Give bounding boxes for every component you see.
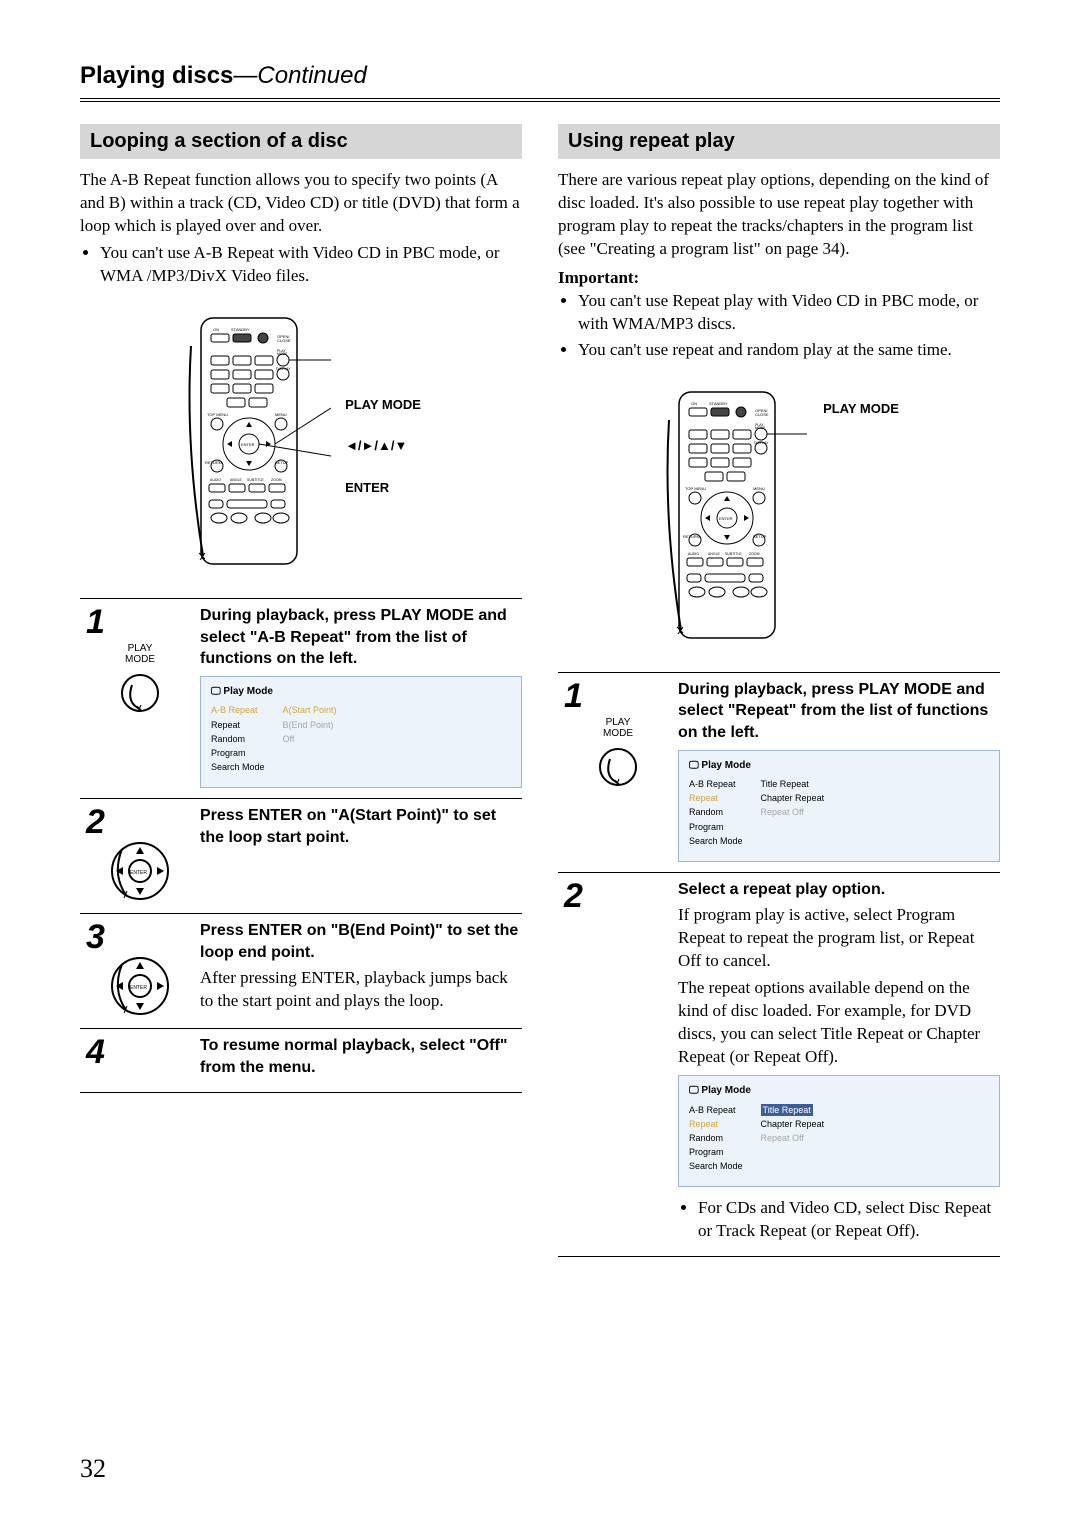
playmode-icon-label: PLAYMODE <box>125 643 155 665</box>
menu-item: Title Repeat <box>761 778 825 790</box>
menu-item: A-B Repeat <box>689 1104 743 1116</box>
label-arrows: ◄/►/▲/▼ <box>345 437 421 455</box>
menu-box-1: 🖵 Play Mode A-B Repeat Repeat Random Pro… <box>200 676 522 788</box>
menu-item: Random <box>689 1132 743 1144</box>
right-step-1-heading: During playback, press PLAY MODE and sel… <box>678 679 1000 744</box>
right-step-2: 2 Select a repeat play option. If progra… <box>558 879 1000 1246</box>
remote-diagram-right: PLAY MODE <box>558 390 1000 650</box>
divider <box>80 1092 522 1093</box>
divider <box>558 1256 1000 1257</box>
enter-button-icon <box>108 954 172 1018</box>
menu-item: Search Mode <box>689 1160 743 1172</box>
right-step-2-foot-bullet: For CDs and Video CD, select Disc Repeat… <box>698 1197 1000 1243</box>
page-title-cont: —Continued <box>233 62 366 89</box>
left-step-1: 1 PLAYMODE During playback, press PLAY M… <box>80 605 522 788</box>
menu-title: Play Mode <box>223 686 272 697</box>
label-playmode: PLAY MODE <box>823 400 899 418</box>
left-step-3-heading: Press ENTER on "B(End Point)" to set the… <box>200 920 522 963</box>
menu-item: Title Repeat <box>761 1104 813 1116</box>
menu-item: Program <box>211 747 265 759</box>
menu-item: B(End Point) <box>283 719 337 731</box>
menu-item: Off <box>283 733 337 745</box>
divider <box>80 798 522 799</box>
menu-item: Chapter Repeat <box>761 1118 825 1130</box>
divider <box>80 598 522 599</box>
menu-title: Play Mode <box>701 760 750 771</box>
menu-title-icon: 🖵 <box>689 1085 701 1096</box>
page-title: Playing discs—Continued <box>80 60 1000 102</box>
left-step-3-body: After pressing ENTER, playback jumps bac… <box>200 967 522 1013</box>
menu-item: Search Mode <box>211 761 265 773</box>
playmode-button-icon <box>590 739 646 795</box>
playmode-button-icon <box>112 665 168 721</box>
menu-item: Search Mode <box>689 835 743 847</box>
remote-diagram-left: PLAY MODE ◄/►/▲/▼ ENTER <box>80 316 522 576</box>
menu-item: A-B Repeat <box>689 778 743 790</box>
remote-labels: PLAY MODE ◄/►/▲/▼ ENTER <box>345 372 421 521</box>
step-number: 2 <box>564 879 583 913</box>
divider <box>558 672 1000 673</box>
divider <box>80 913 522 914</box>
right-bullet-2: You can't use repeat and random play at … <box>578 339 1000 362</box>
section-heading-repeat: Using repeat play <box>558 124 1000 159</box>
menu-item: Random <box>689 806 743 818</box>
menu-item: Repeat Off <box>761 1132 825 1144</box>
step-number: 1 <box>564 679 583 713</box>
step-number: 1 <box>86 605 105 639</box>
step-number: 4 <box>86 1035 105 1069</box>
menu-box-3: 🖵 Play Mode A-B Repeat Repeat Random Pro… <box>678 1075 1000 1187</box>
left-step-2-heading: Press ENTER on "A(Start Point)" to set t… <box>200 805 522 848</box>
menu-item: Repeat <box>689 1118 743 1130</box>
important-label: Important: <box>558 268 639 287</box>
menu-item: Program <box>689 821 743 833</box>
step-number: 3 <box>86 920 105 954</box>
divider <box>80 1028 522 1029</box>
menu-item: Repeat <box>689 792 743 804</box>
left-bullet-1: You can't use A-B Repeat with Video CD i… <box>100 242 522 288</box>
step-number: 2 <box>86 805 105 839</box>
menu-title: Play Mode <box>701 1085 750 1096</box>
left-step-3: 3 Press ENTER on "B(End Point)" to set t… <box>80 920 522 1018</box>
right-step-2-body1: If program play is active, select Progra… <box>678 904 1000 973</box>
menu-item: Chapter Repeat <box>761 792 825 804</box>
right-step-2-body2: The repeat options available depend on t… <box>678 977 1000 1069</box>
right-column: Using repeat play There are various repe… <box>558 124 1000 1263</box>
label-enter: ENTER <box>345 479 421 497</box>
menu-box-2: 🖵 Play Mode A-B Repeat Repeat Random Pro… <box>678 750 1000 862</box>
right-step-1: 1 PLAYMODE During playback, press PLAY M… <box>558 679 1000 862</box>
menu-item: A(Start Point) <box>283 704 337 716</box>
right-intro: There are various repeat play options, d… <box>558 169 1000 261</box>
menu-title-icon: 🖵 <box>689 760 701 771</box>
menu-item: A-B Repeat <box>211 704 265 716</box>
page-number: 32 <box>80 1451 106 1486</box>
menu-title-icon: 🖵 <box>211 686 223 697</box>
left-column: Looping a section of a disc The A-B Repe… <box>80 124 522 1263</box>
right-bullet-1: You can't use Repeat play with Video CD … <box>578 290 1000 336</box>
menu-item: Program <box>689 1146 743 1158</box>
left-step-2: 2 Press ENTER on "A(Start Point)" to set… <box>80 805 522 903</box>
label-playmode: PLAY MODE <box>345 396 421 414</box>
remote-icon <box>659 390 809 650</box>
remote-icon <box>181 316 331 576</box>
menu-item: Repeat Off <box>761 806 825 818</box>
left-intro: The A-B Repeat function allows you to sp… <box>80 169 522 238</box>
left-step-4-heading: To resume normal playback, select "Off" … <box>200 1035 522 1078</box>
page-title-main: Playing discs <box>80 62 233 89</box>
left-step-1-heading: During playback, press PLAY MODE and sel… <box>200 605 522 670</box>
menu-item: Repeat <box>211 719 265 731</box>
menu-item: Random <box>211 733 265 745</box>
enter-button-icon <box>108 839 172 903</box>
divider <box>558 872 1000 873</box>
playmode-icon-label: PLAYMODE <box>603 717 633 739</box>
left-step-4: 4 To resume normal playback, select "Off… <box>80 1035 522 1082</box>
right-step-2-heading: Select a repeat play option. <box>678 879 1000 901</box>
section-heading-looping: Looping a section of a disc <box>80 124 522 159</box>
